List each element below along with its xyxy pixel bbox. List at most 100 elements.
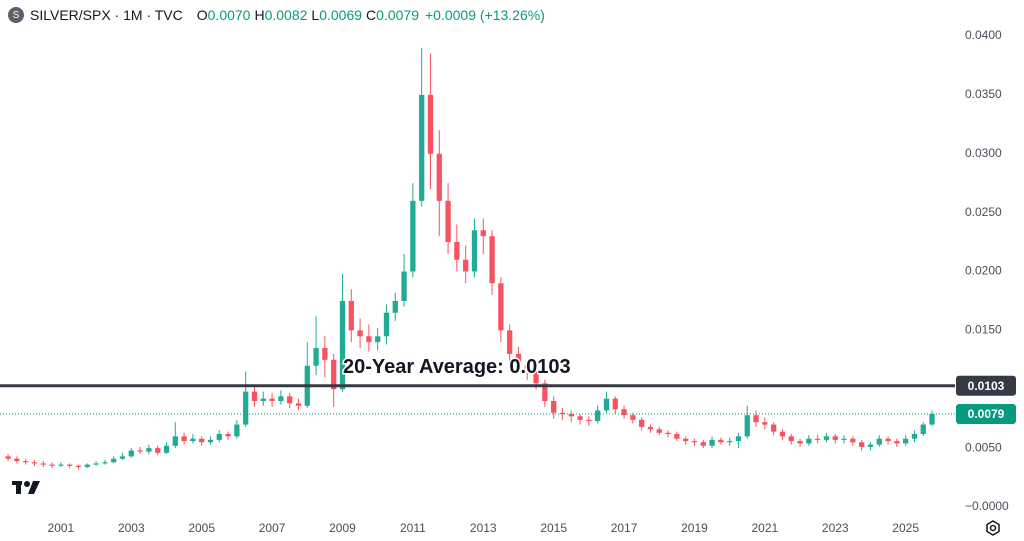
candle-body [603,398,610,411]
symbol-icon: S [8,7,24,23]
candle-body [806,438,812,444]
y-tick-label: 0.0400 [965,28,1002,42]
y-tick-label: 0.0200 [965,264,1002,278]
x-tick-label: 2001 [48,521,75,535]
candle-body [357,330,363,337]
candle-body [507,330,513,354]
y-tick-label: 0.0300 [965,146,1002,160]
candle-body [859,442,865,447]
candle-body [744,415,750,437]
candle-body [771,424,777,432]
candle-body [5,456,11,459]
candle-body [542,383,548,402]
candle-body [260,398,266,402]
candle-body [278,396,284,402]
candle-body [287,396,293,404]
candle-body [850,438,856,443]
candle-body [480,230,486,237]
candle-body [876,438,882,445]
candle-body [58,464,64,466]
candle-body [234,424,240,437]
candle-body [551,401,557,413]
ohlc-value: 0.0069 [319,7,363,23]
candle-body [93,463,99,465]
candle-body [797,441,803,444]
last-price-label: 0.0079 [968,407,1005,421]
candle-body [436,153,442,201]
candle-body [533,371,539,384]
x-tick-label: 2023 [822,521,849,535]
candle-body [40,463,46,465]
candle-body [67,464,73,466]
x-tick-label: 2017 [611,521,638,535]
candle-body [181,436,187,442]
price-change: +0.0009 (+13.26%) [425,7,545,23]
candle-body [674,433,680,439]
candle-body [471,230,478,272]
average-label: 0.0103 [968,379,1005,393]
candle-body [163,445,170,453]
candle-body [885,438,891,442]
ohlc-label: C [366,7,377,23]
candle-body [656,429,662,433]
candle-body [454,242,460,260]
candle-body [75,465,82,467]
candle-body [207,439,214,443]
y-tick-label: 0.0150 [965,323,1002,337]
candle-body [31,462,38,464]
candle-body [251,391,258,402]
candle-body [718,439,724,443]
candle-body [559,412,566,414]
candle-body [49,464,55,466]
candle-body [683,438,689,442]
ohlc-value: 0.0082 [264,7,308,23]
symbol-header: S SILVER/SPX · 1M · TVC O 0.0070 H 0.0082 L 0… [8,4,545,26]
last-price-badge [956,403,1016,424]
candle-body [128,450,134,457]
candle-body [621,409,627,416]
candle-body [700,442,706,446]
candle-body [119,456,126,459]
settings-icon[interactable] [986,520,1000,536]
candle-body [392,300,398,313]
candle-body [419,94,425,201]
candle-body [665,432,671,434]
symbol-name[interactable]: SILVER/SPX · 1M · TVC [30,7,183,23]
x-tick-label: 2019 [681,521,708,535]
candle-body [823,436,830,440]
candle-body [612,398,618,410]
candle-body [375,336,381,343]
candle-body [586,419,592,422]
candle-body [401,271,407,301]
x-tick-label: 2021 [752,521,779,535]
candle-body [630,415,636,420]
x-tick-label: 2015 [540,521,567,535]
x-tick-label: 2013 [470,521,497,535]
candle-body [639,419,645,427]
candle-body [199,438,205,443]
average-badge [956,375,1016,396]
candle-body [102,462,108,464]
candle-body [788,436,794,442]
ohlc-label: O [196,7,208,23]
x-tick-label: 2025 [892,521,919,535]
candle-body [727,441,733,443]
candle-body [894,441,900,444]
candle-body [709,439,715,446]
candle-body [269,398,275,402]
candle-body [691,441,698,443]
y-tick-label: 0.0350 [965,87,1002,101]
y-tick-label: 0.0050 [965,440,1002,454]
candle-body [190,438,196,442]
candle-body [295,403,302,406]
ohlc-label: L [311,7,320,23]
candle-body [815,438,821,440]
candle-body [313,348,319,366]
candle-body [568,413,574,417]
x-tick-label: 2003 [118,521,145,535]
ohlc-value: 0.0070 [207,7,251,23]
candle-body [137,450,143,452]
candle-body [753,415,759,423]
candle-body [172,436,178,446]
